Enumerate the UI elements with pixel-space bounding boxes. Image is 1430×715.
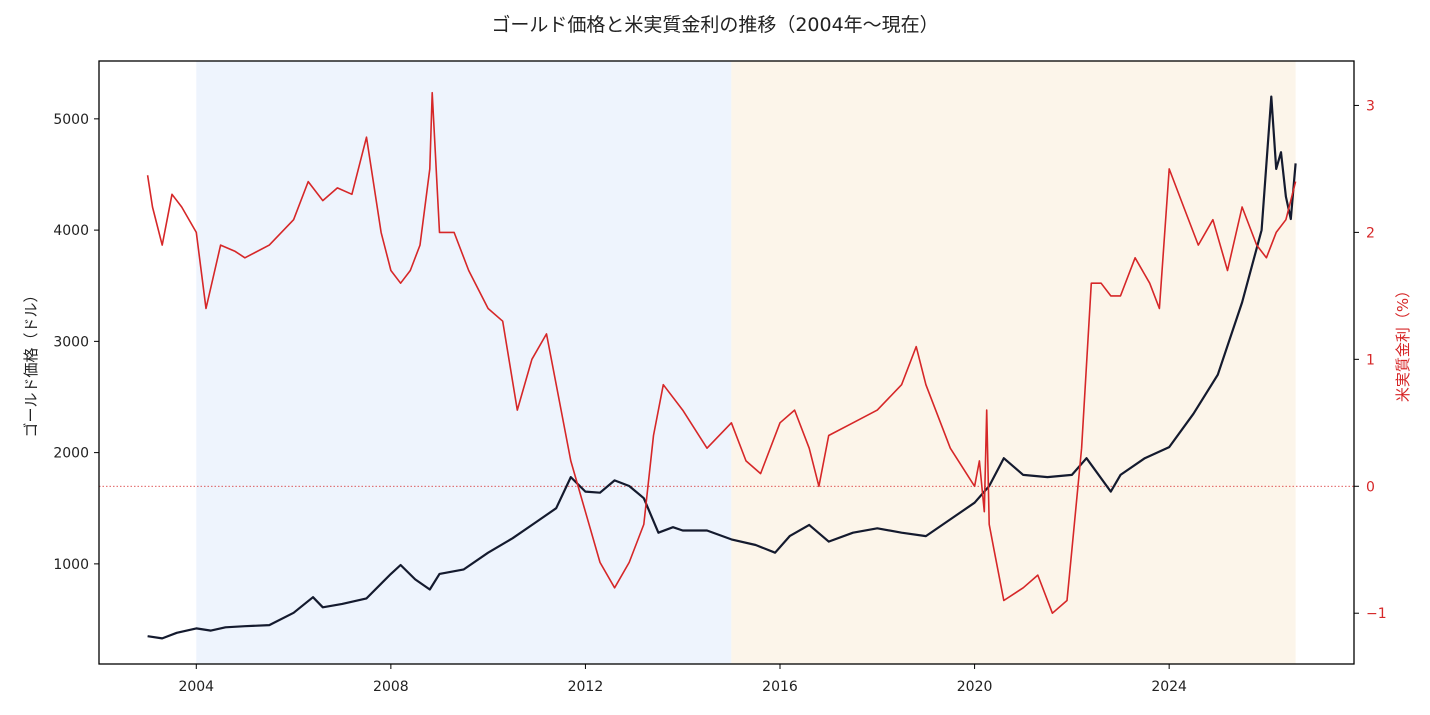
y2-tick-label: 0 <box>1366 479 1375 495</box>
shaded-region-1 <box>731 61 1296 664</box>
chart-title: ゴールド価格と米実質金利の推移（2004年～現在） <box>491 14 938 36</box>
x-tick-label: 2024 <box>1151 679 1187 695</box>
y-axis-right: −1 0 1 2 3 <box>1354 98 1387 622</box>
y-tick-label: 5000 <box>53 112 89 128</box>
y2-tick-label: 3 <box>1366 98 1375 114</box>
x-tick-label: 2008 <box>373 679 409 695</box>
y-tick-label: 1000 <box>53 557 89 573</box>
y-axis-label: ゴールド価格（ドル） <box>22 287 40 437</box>
plot-frame <box>98 60 1355 665</box>
x-axis: 2004 2008 2012 2016 2020 2024 <box>178 664 1187 695</box>
shaded-region-0 <box>196 61 732 664</box>
y-tick-label: 2000 <box>53 446 89 462</box>
y2-axis-label: 米実質金利（%） <box>1394 283 1412 402</box>
y2-tick-label: 1 <box>1366 352 1375 368</box>
series-lines <box>146 91 1297 640</box>
y2-tick-label: −1 <box>1366 606 1387 622</box>
real-rate-line <box>146 91 1297 615</box>
x-tick-label: 2012 <box>568 679 604 695</box>
x-tick-label: 2004 <box>178 679 214 695</box>
y-tick-label: 3000 <box>53 334 89 350</box>
y-tick-label: 4000 <box>53 223 89 239</box>
x-tick-label: 2016 <box>762 679 798 695</box>
y-axis-left: 1000 2000 3000 4000 5000 <box>53 112 99 573</box>
gold-price-line <box>147 95 1297 640</box>
shaded-regions <box>196 61 1296 664</box>
y2-tick-label: 2 <box>1366 225 1375 241</box>
x-tick-label: 2020 <box>957 679 993 695</box>
